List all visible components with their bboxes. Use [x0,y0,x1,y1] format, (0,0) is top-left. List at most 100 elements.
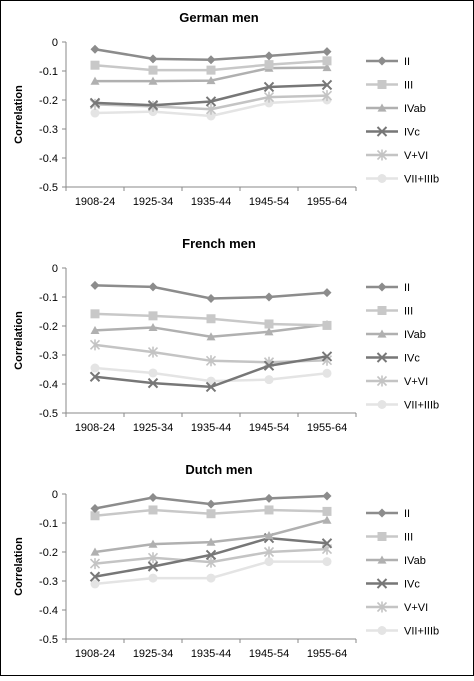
x-tick-label: 1925-34 [133,422,173,434]
legend-label: VII+IIIb [404,400,439,412]
y-tick-label: -0.4 [39,153,58,165]
y-tick-label: -0.1 [39,292,58,304]
y-tick-label: -0.3 [39,350,58,362]
data-point [147,552,159,564]
legend-swatch-marker [376,352,388,363]
legend-label: IVc [404,127,420,139]
data-point [89,98,101,110]
legend-swatch-marker [377,103,387,112]
y-tick-label: -0.4 [39,605,58,617]
data-point [90,76,100,85]
series-II [90,491,332,513]
series-IVab [90,515,332,556]
data-point [148,282,158,292]
data-point [206,573,216,583]
x-tick-label: 1925-34 [133,196,173,208]
data-point [263,360,275,371]
data-point [206,314,216,324]
legend-label: IVc [404,579,420,591]
y-tick-label: -0.2 [39,321,58,333]
data-point [206,293,216,303]
data-point [264,493,274,503]
data-point [322,491,332,501]
chart-panel-2: Dutch men 0 -0.1 -0.2 -0.3 -0.4 -0.5 1908-24 192… [13,462,439,660]
data-point [90,504,100,513]
x-tick-label: 1945-54 [249,422,289,434]
data-point [322,56,332,66]
x-tick-label: 1945-54 [249,196,289,208]
data-point [206,55,216,65]
data-point [90,511,100,521]
data-point [148,65,158,75]
data-point [322,506,332,516]
chart-title: Dutch men [185,462,252,477]
y-axis-label: Correlation [13,537,25,596]
legend-swatch-marker [377,174,387,183]
legend-label: IVab [404,103,426,115]
series-III [90,505,332,521]
legend-label: II [404,56,410,68]
series-II [90,280,332,303]
data-point [147,100,159,111]
y-tick-label: -0.4 [39,379,58,391]
y-tick-label: -0.5 [39,182,58,194]
x-tick-label: 1935-44 [191,422,231,434]
data-point [205,103,217,115]
data-point [89,97,101,109]
legend-label: III [404,532,413,544]
chart-title: German men [179,10,259,25]
data-point [148,368,158,378]
data-point [90,309,100,319]
data-point [322,47,332,57]
data-point [148,505,158,515]
legend-swatch-marker [376,578,388,589]
legend-swatch-marker [377,555,387,564]
legend-label: III [404,306,413,318]
y-tick-label: -0.1 [39,66,58,78]
data-point [89,339,101,351]
legend-label: II [404,508,410,520]
data-point [264,557,274,567]
data-point [263,91,275,103]
x-tick-label: 1955-64 [307,648,347,660]
data-point [148,492,158,502]
legend-label: V+VI [404,376,428,388]
data-point [147,561,159,572]
data-point [148,311,158,321]
data-point [90,60,100,70]
legend-label: IVab [404,555,426,567]
data-point [322,515,332,524]
y-tick-label: -0.3 [39,576,58,588]
data-point [147,377,159,389]
y-tick-label: -0.5 [39,634,58,646]
data-point [206,111,216,121]
legend-label: IVab [404,329,426,341]
data-point [89,571,101,582]
data-point [321,538,333,549]
data-point [264,505,274,515]
legend-label: V+VI [404,602,428,614]
series-IVab [90,63,332,85]
series-VII+IIIb [90,557,332,589]
chart-panel-0: German men 0 -0.1 -0.2 -0.3 -0.4 -0.5 1908-24 19… [13,10,439,208]
data-point [205,96,217,107]
y-axis-label: Correlation [13,85,25,144]
data-point [321,90,333,102]
data-point [264,292,274,302]
x-tick-label: 1925-34 [133,648,173,660]
chart-title: French men [182,236,256,251]
y-tick-label: 0 [52,37,58,49]
legend-swatch-marker [376,375,388,387]
legend-swatch-marker [377,329,387,338]
data-point [90,44,100,54]
data-point [148,322,158,332]
data-point [264,319,274,329]
x-tick-label: 1935-44 [191,648,231,660]
legend-label: II [404,282,410,294]
x-tick-label: 1908-24 [75,422,115,434]
legend-swatch-marker [376,601,388,613]
